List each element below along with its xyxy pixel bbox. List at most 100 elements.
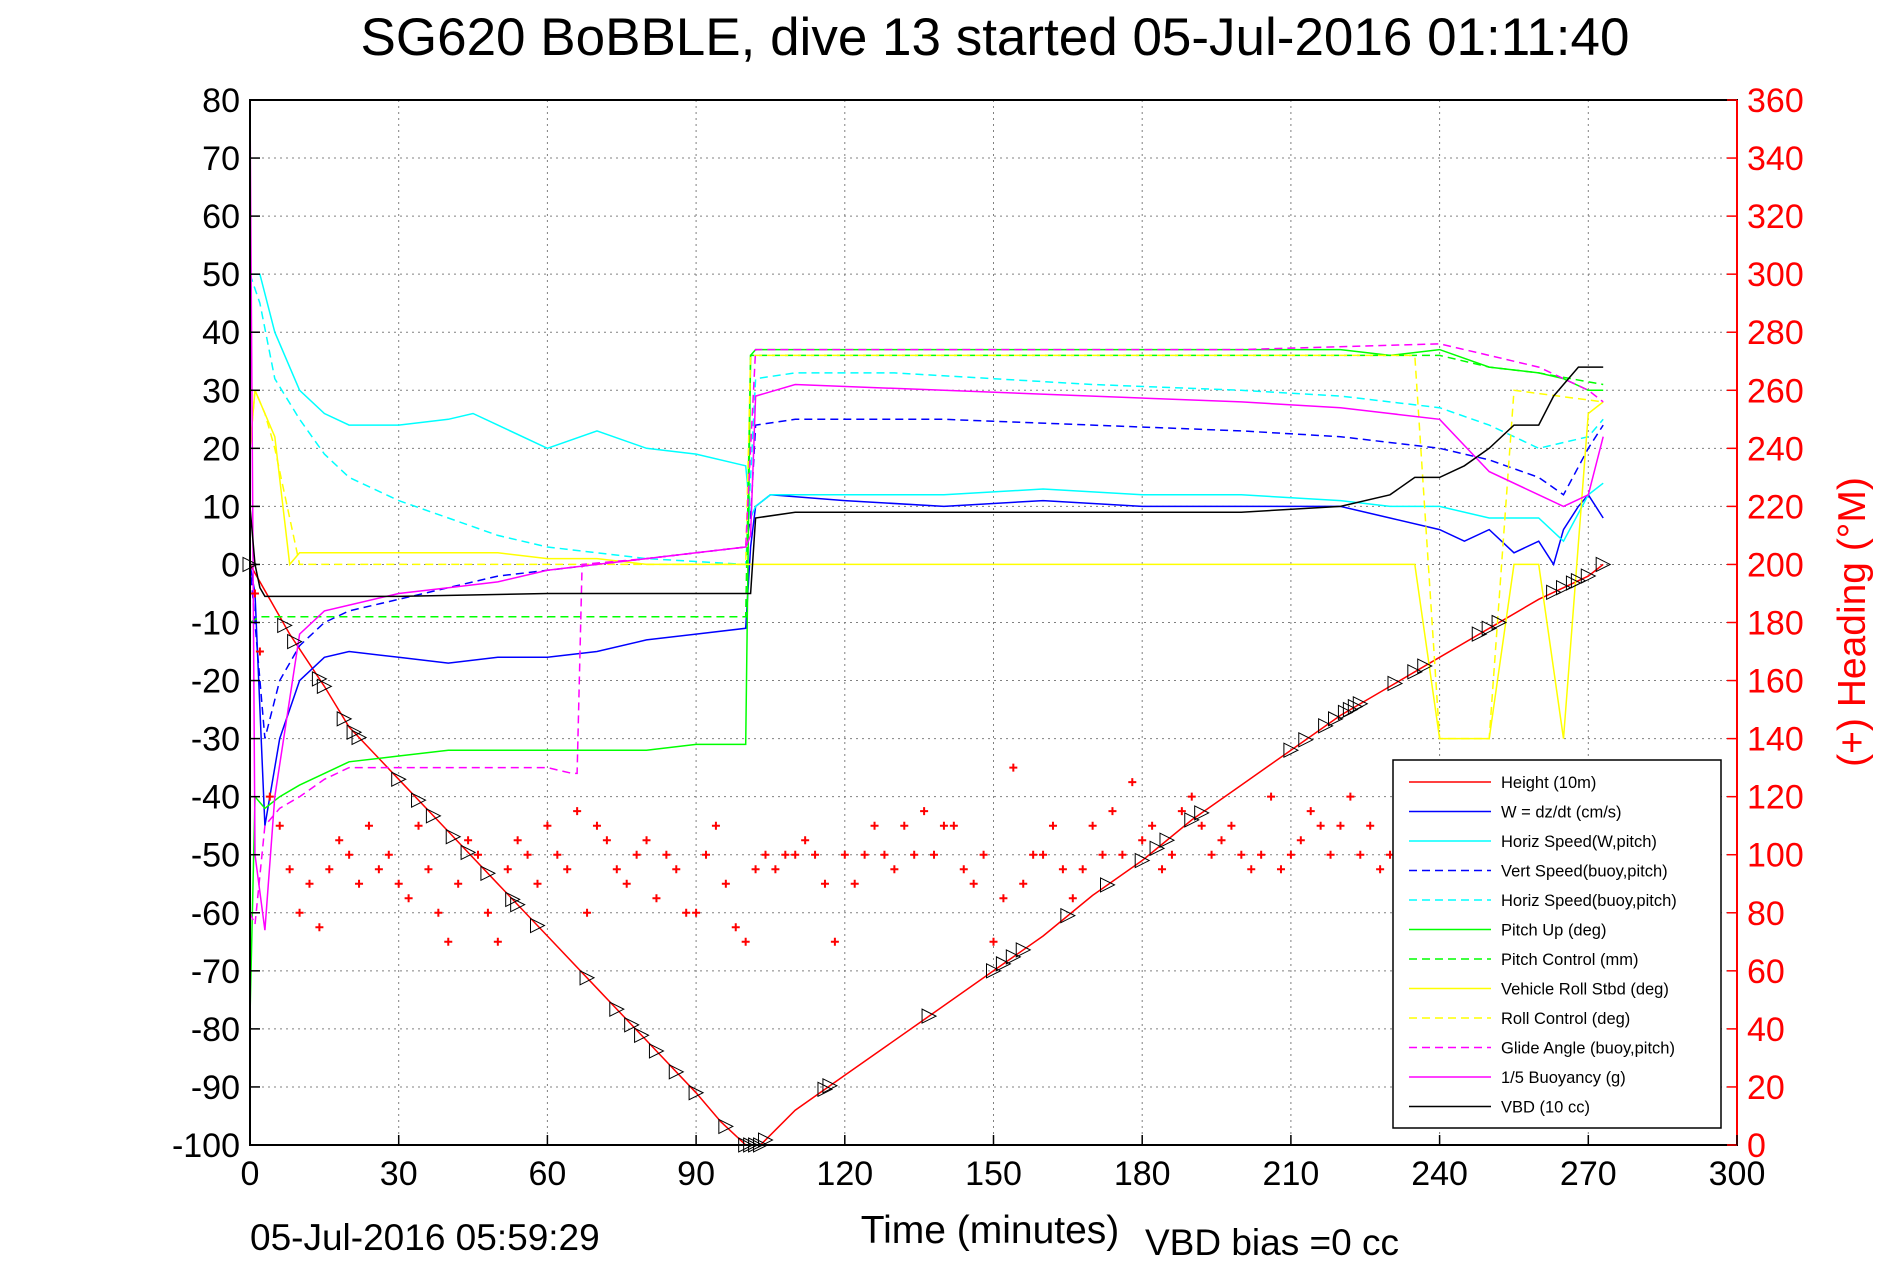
- heading-point: [493, 937, 502, 946]
- left-tick-label: 30: [202, 372, 240, 410]
- heading-point: [632, 850, 641, 859]
- depth-marker: [1060, 907, 1076, 924]
- left-tick-label: 60: [202, 198, 240, 236]
- heading-point: [1366, 821, 1375, 830]
- grid: [250, 100, 1737, 1145]
- heading-point: [721, 879, 730, 888]
- right-tick-label: 260: [1747, 372, 1804, 410]
- depth-marker: [822, 1077, 839, 1094]
- legend-box: [1392, 759, 1722, 1129]
- depth-marker: [1015, 942, 1032, 958]
- x-axis-label: Time (minutes): [861, 1209, 1120, 1252]
- heading-point: [374, 865, 383, 874]
- heading-point: [1286, 850, 1295, 859]
- series-horiz-speed-w-pitch: [250, 273, 1604, 543]
- heading-point: [989, 937, 998, 946]
- heading-point: [662, 850, 671, 859]
- depth-marker: [1283, 742, 1300, 759]
- right-tick-label: 160: [1747, 663, 1804, 701]
- heading-point: [355, 879, 364, 888]
- heading-point: [979, 850, 988, 859]
- heading-point: [1118, 850, 1127, 859]
- legend-label: VBD (10 cc): [1501, 1099, 1590, 1117]
- heading-point: [1257, 850, 1266, 859]
- heading-point: [860, 850, 869, 859]
- heading-point: [731, 923, 740, 932]
- x-tick-label: 120: [816, 1155, 873, 1193]
- heading-point: [1276, 865, 1285, 874]
- right-tick-label: 220: [1747, 488, 1804, 526]
- depth-marker: [1546, 584, 1562, 601]
- heading-point: [483, 908, 492, 917]
- depth-marker: [1491, 614, 1508, 631]
- footer-timestamp: 05-Jul-2016 05:59:29: [250, 1217, 600, 1258]
- depth-marker: [351, 729, 368, 746]
- heading-point: [1296, 836, 1305, 845]
- depth-marker: [579, 969, 596, 986]
- heading-point: [870, 821, 879, 830]
- heading-point: [1019, 879, 1028, 888]
- heading-point: [642, 836, 651, 845]
- depth-marker: [648, 1043, 665, 1059]
- depth-marker: [411, 792, 427, 808]
- left-tick-label: 50: [202, 256, 240, 294]
- left-tick-label: -80: [191, 1011, 240, 1049]
- heading-point: [682, 908, 691, 917]
- legend-label: Vehicle Roll Stbd (deg): [1501, 981, 1669, 999]
- plot-area: [242, 99, 1612, 1153]
- depth-marker: [1580, 568, 1597, 584]
- heading-point: [939, 821, 948, 830]
- depth-marker: [346, 724, 363, 741]
- heading-point: [533, 879, 542, 888]
- x-tick-label: 210: [1263, 1155, 1320, 1193]
- x-tick-label: 150: [965, 1155, 1022, 1193]
- legend-label: Roll Control (deg): [1501, 1010, 1630, 1028]
- left-tick-label: -30: [191, 721, 240, 759]
- chart-title: SG620 BoBBLE, dive 13 started 05-Jul-201…: [361, 8, 1630, 67]
- heading-point: [474, 850, 483, 859]
- depth-marker: [1471, 626, 1488, 642]
- depth-marker: [425, 808, 442, 824]
- heading-point: [553, 850, 562, 859]
- right-tick-label: 200: [1747, 546, 1804, 584]
- heading-point: [1048, 821, 1057, 830]
- heading-point: [801, 836, 810, 845]
- depth-marker: [688, 1084, 705, 1101]
- title-group: SG620 BoBBLE, dive 13 started 05-Jul-201…: [361, 8, 1630, 67]
- heading-point: [1187, 792, 1196, 801]
- depth-marker: [1100, 877, 1116, 893]
- heading-point: [999, 894, 1008, 903]
- depth-marker: [1481, 620, 1498, 637]
- depth-marker: [1352, 695, 1369, 712]
- heading-point: [771, 865, 780, 874]
- heading-point: [444, 937, 453, 946]
- depth-marker: [1149, 840, 1166, 857]
- depth-marker: [718, 1118, 734, 1135]
- heading-point: [434, 908, 443, 917]
- x-tick-label: 300: [1709, 1155, 1766, 1193]
- left-tick-label: 10: [202, 488, 240, 526]
- right-axis-label: (+) Heading (°M): [1831, 477, 1874, 767]
- depth-marker: [316, 678, 333, 695]
- heading-point: [305, 879, 314, 888]
- heading-point: [1088, 821, 1097, 830]
- heading-point: [672, 865, 681, 874]
- heading-point: [711, 821, 720, 830]
- depth-marker: [311, 671, 328, 687]
- x-tick-label: 180: [1114, 1155, 1171, 1193]
- depth-marker: [757, 1132, 774, 1148]
- heading-point: [265, 792, 274, 801]
- depth-marker: [609, 1001, 625, 1017]
- left-tick-label: -70: [191, 953, 240, 991]
- heading-point: [751, 865, 760, 874]
- x-axis: 0 30 60 90 120 150 180 210 240 270 300: [241, 1135, 1766, 1193]
- x-tick-label: 0: [241, 1155, 260, 1193]
- depth-marker: [986, 963, 1002, 979]
- right-tick-label: 100: [1747, 837, 1804, 875]
- depth-marker: [1556, 579, 1572, 596]
- heading-point: [1009, 763, 1018, 772]
- heading-point: [250, 589, 259, 598]
- heading-point: [1108, 807, 1117, 816]
- right-tick-label: 40: [1747, 1011, 1785, 1049]
